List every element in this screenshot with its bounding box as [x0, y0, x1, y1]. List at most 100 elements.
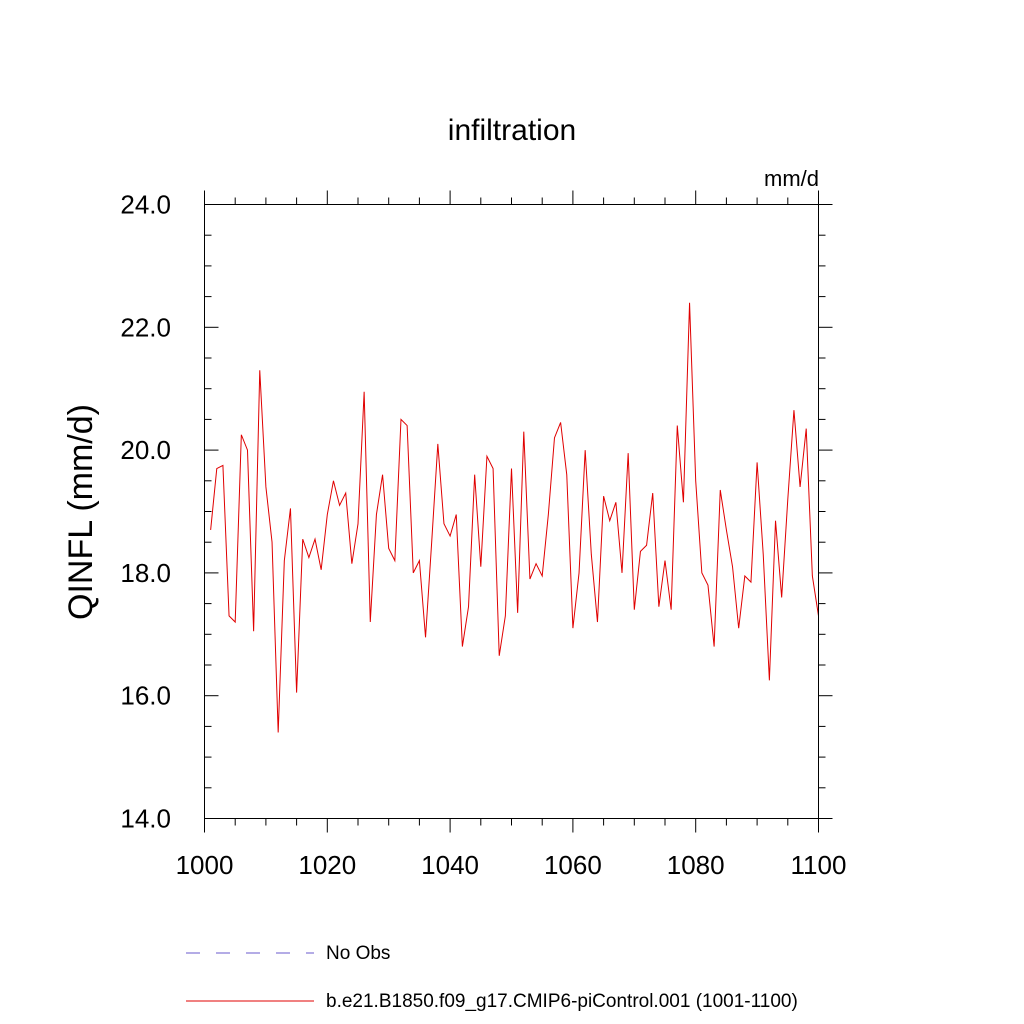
- data-point: [407, 425, 408, 426]
- data-point: [376, 514, 377, 515]
- data-point: [763, 554, 764, 555]
- legend-label-no-obs: No Obs: [326, 943, 390, 964]
- data-point: [732, 566, 733, 567]
- data-point: [566, 474, 567, 475]
- data-point: [609, 520, 610, 521]
- y-tick-label: 22.0: [120, 312, 171, 342]
- data-point: [597, 622, 598, 623]
- x-tick-labels: 1000 1020 1040 1060 1080 1100: [176, 850, 847, 880]
- data-point: [701, 572, 702, 573]
- data-point: [658, 606, 659, 607]
- data-point: [585, 450, 586, 451]
- data-point: [517, 612, 518, 613]
- data-point: [781, 597, 782, 598]
- data-point: [308, 557, 309, 558]
- data-point: [229, 615, 230, 616]
- data-point: [640, 551, 641, 552]
- data-point: [615, 502, 616, 503]
- data-point: [529, 579, 530, 580]
- data-point: [671, 609, 672, 610]
- data-point: [536, 563, 537, 564]
- data-point: [253, 631, 254, 632]
- data-point: [419, 560, 420, 561]
- data-point: [689, 302, 690, 303]
- data-point: [695, 480, 696, 481]
- data-point: [370, 622, 371, 623]
- data-point: [235, 622, 236, 623]
- data-point: [750, 582, 751, 583]
- y-axis-label: QINFL (mm/d): [62, 404, 100, 620]
- y-tick-label: 16.0: [120, 681, 171, 711]
- data-point: [450, 536, 451, 537]
- data-point: [315, 539, 316, 540]
- data-point: [351, 563, 352, 564]
- x-tick-label: 1040: [421, 850, 479, 880]
- data-point: [333, 480, 334, 481]
- data-point: [646, 545, 647, 546]
- data-point: [443, 523, 444, 524]
- data-point: [720, 490, 721, 491]
- data-point: [468, 606, 469, 607]
- data-point: [321, 569, 322, 570]
- data-point: [665, 560, 666, 561]
- plot-frame: [204, 204, 819, 819]
- data-point: [394, 560, 395, 561]
- data-point: [345, 493, 346, 494]
- data-point: [388, 548, 389, 549]
- data-point: [241, 434, 242, 435]
- data-point: [579, 572, 580, 573]
- data-point: [413, 572, 414, 573]
- y-tick-labels: 14.0 16.0 18.0 20.0 22.0 24.0: [120, 190, 171, 834]
- data-point: [511, 468, 512, 469]
- series-line-picontrol: [210, 302, 819, 733]
- data-point: [714, 646, 715, 647]
- y-tick-label: 20.0: [120, 435, 171, 465]
- data-point: [591, 554, 592, 555]
- x-tick-label: 1020: [298, 850, 356, 880]
- data-point: [812, 575, 813, 576]
- units-label: mm/d: [764, 166, 819, 191]
- data-point: [486, 456, 487, 457]
- data-point: [437, 443, 438, 444]
- data-point: [757, 462, 758, 463]
- x-tick-label: 1100: [791, 850, 847, 880]
- data-point: [683, 502, 684, 503]
- data-point: [278, 732, 279, 733]
- legend: No Obs b.e21.B1850.f09_g17.CMIP6-piContr…: [186, 943, 798, 1012]
- data-point: [284, 560, 285, 561]
- data-point: [290, 508, 291, 509]
- data-point: [358, 523, 359, 524]
- data-point: [272, 542, 273, 543]
- data-point: [572, 628, 573, 629]
- data-point: [425, 637, 426, 638]
- data-point: [542, 575, 543, 576]
- data-point: [265, 486, 266, 487]
- data-point: [382, 474, 383, 475]
- data-point: [431, 542, 432, 543]
- y-tick-label: 14.0: [120, 804, 171, 834]
- data-point: [327, 514, 328, 515]
- data-point: [787, 499, 788, 500]
- data-point: [462, 646, 463, 647]
- data-point: [296, 692, 297, 693]
- data-point: [364, 391, 365, 392]
- data-point: [800, 486, 801, 487]
- y-tick-label: 24.0: [120, 190, 171, 220]
- y-tick-label: 18.0: [120, 558, 171, 588]
- data-point: [622, 572, 623, 573]
- legend-label-picontrol: b.e21.B1850.f09_g17.CMIP6-piControl.001 …: [326, 991, 798, 1012]
- data-point: [775, 520, 776, 521]
- data-point: [456, 514, 457, 515]
- data-point: [259, 370, 260, 371]
- data-point: [769, 680, 770, 681]
- series-points: [210, 302, 819, 733]
- data-point: [707, 585, 708, 586]
- x-tick-label: 1060: [544, 850, 602, 880]
- axis-ticks: [204, 190, 833, 833]
- data-point: [210, 529, 211, 530]
- data-point: [634, 609, 635, 610]
- data-point: [499, 655, 500, 656]
- data-point: [339, 505, 340, 506]
- data-point: [247, 450, 248, 451]
